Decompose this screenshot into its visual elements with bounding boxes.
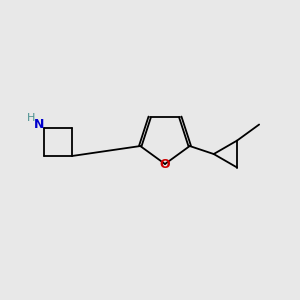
Text: N: N [34,118,44,131]
Text: O: O [160,158,170,172]
Text: H: H [27,113,35,123]
